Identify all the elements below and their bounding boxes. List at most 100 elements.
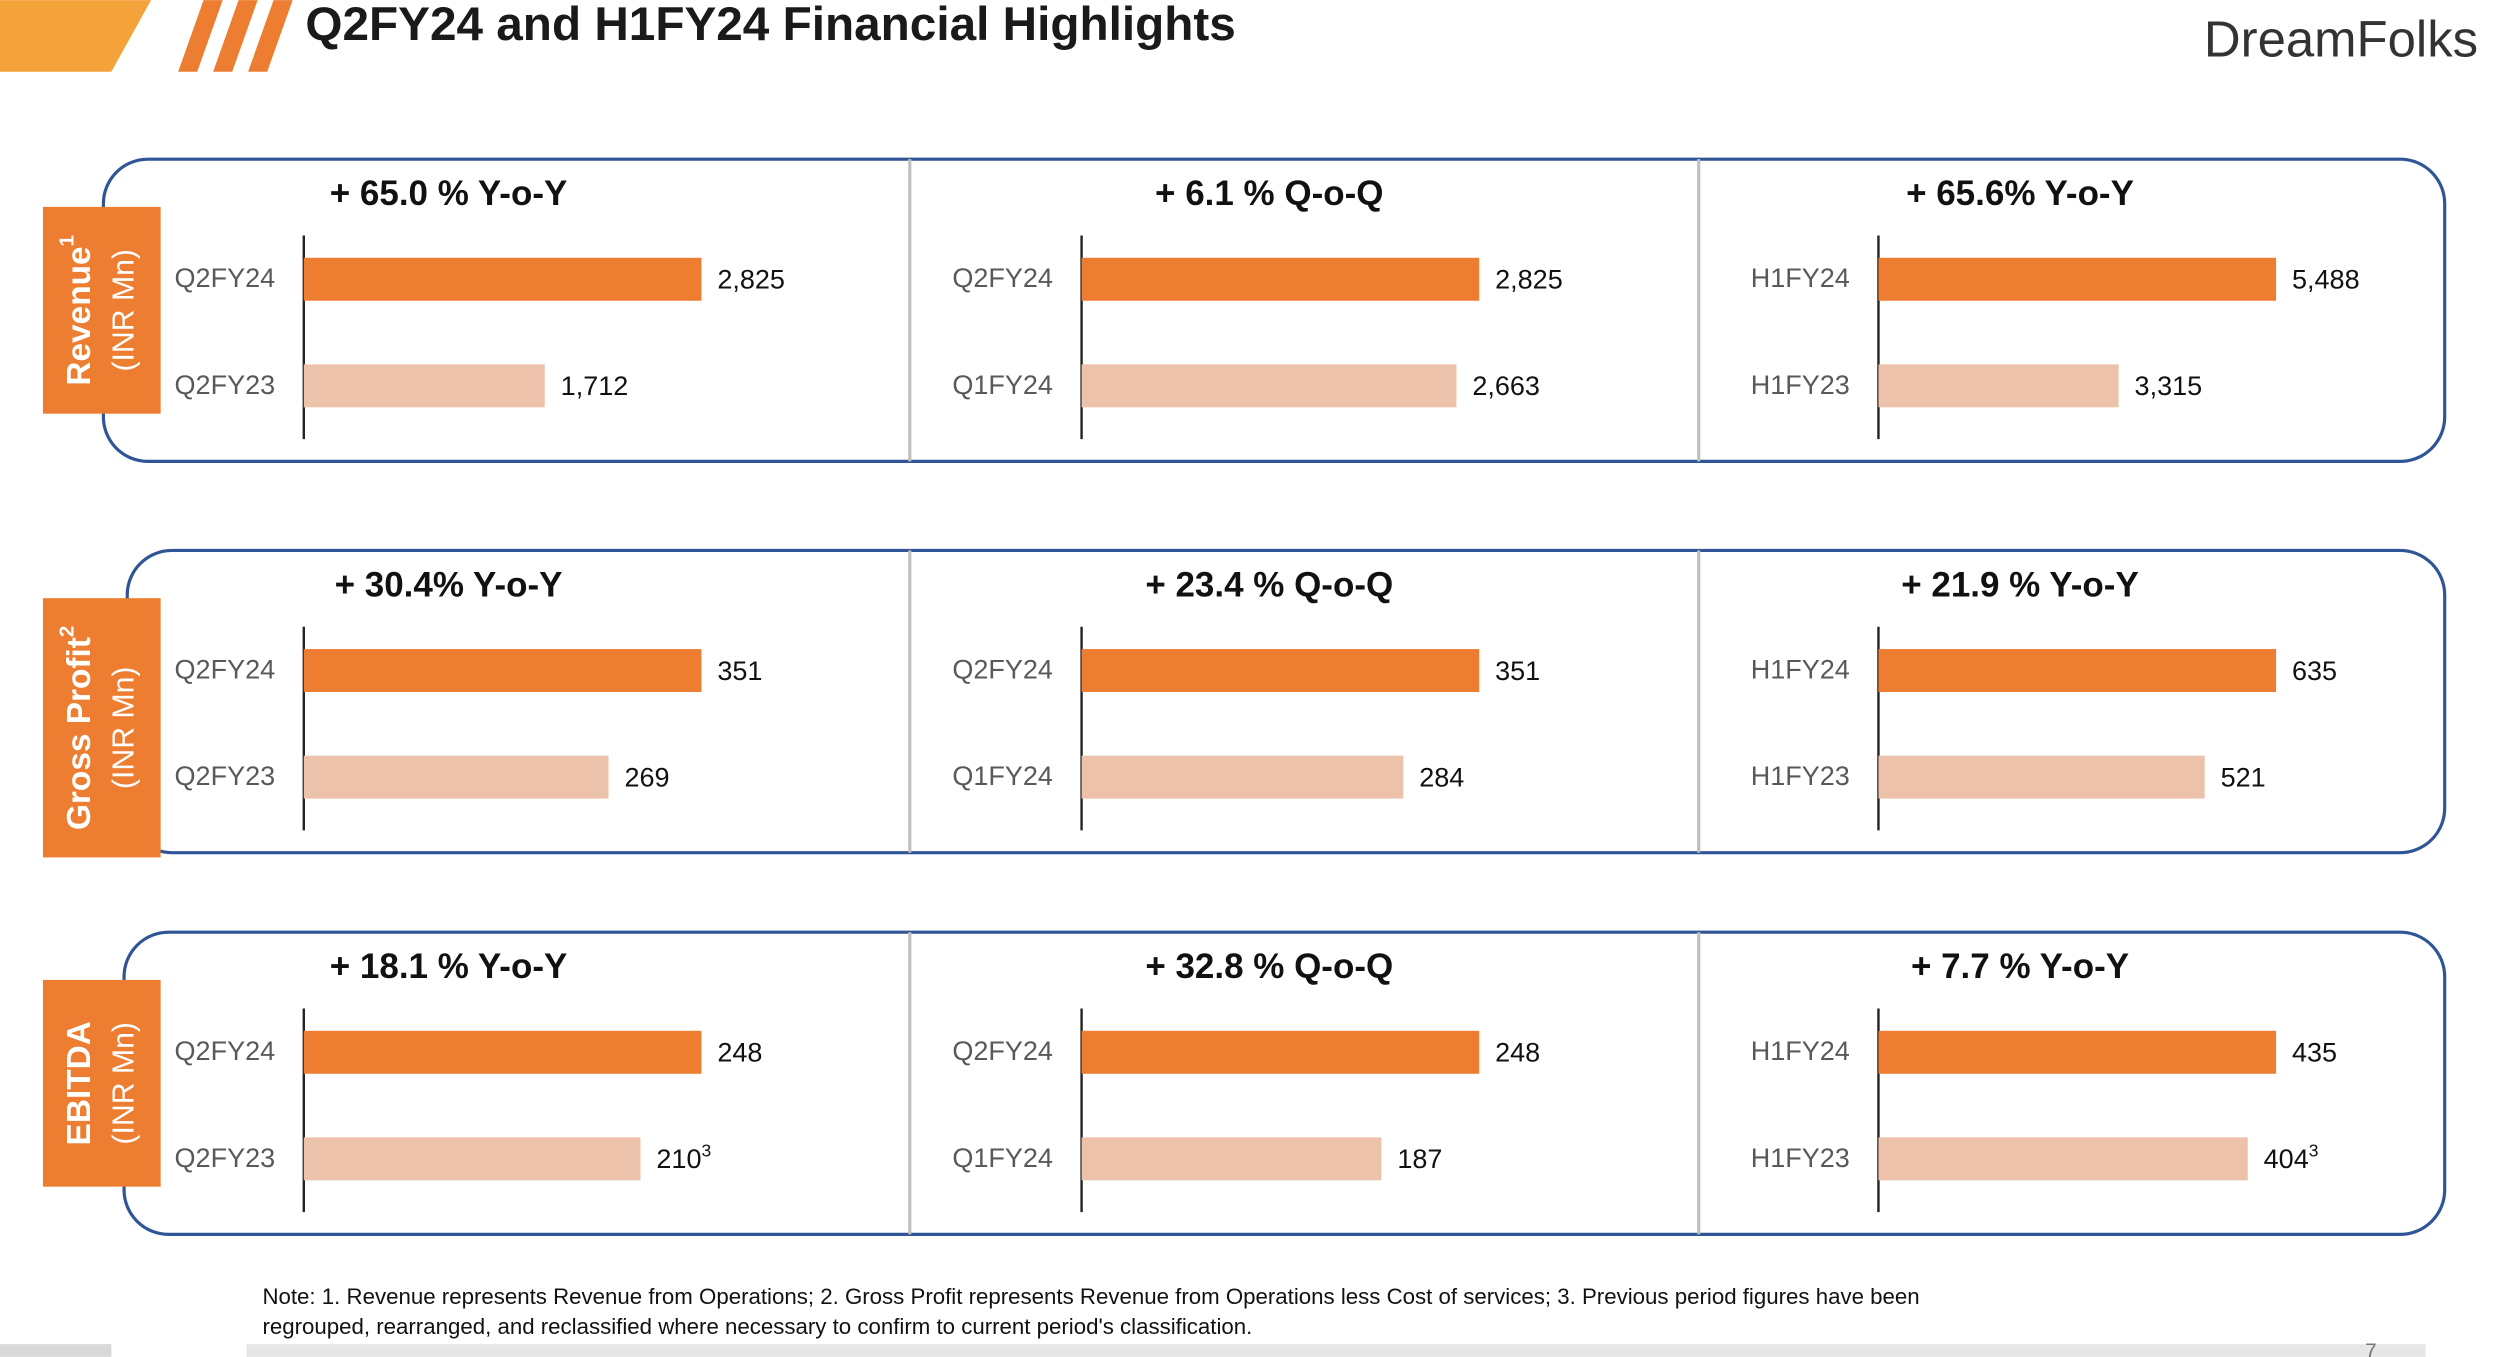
value-text: 2,825 xyxy=(1495,265,1563,295)
category-label: H1FY23 xyxy=(1751,1143,1850,1173)
row-title-text: Revenue xyxy=(61,246,98,385)
bar xyxy=(1081,1030,1480,1074)
bar xyxy=(1878,1137,2248,1181)
value-text: 248 xyxy=(717,1038,762,1068)
category-label: Q2FY23 xyxy=(175,1143,276,1173)
page-number: 7 xyxy=(2365,1340,2377,1357)
value-footnote: 3 xyxy=(2309,1140,2319,1160)
value-text: 351 xyxy=(717,656,762,686)
bar xyxy=(1081,364,1457,408)
value-text: 284 xyxy=(1419,763,1464,793)
value-label: 269 xyxy=(624,763,669,793)
header-decoration xyxy=(0,0,152,72)
row-tab xyxy=(42,206,161,414)
value-label: 351 xyxy=(717,656,762,686)
value-text: 1,712 xyxy=(561,371,629,401)
category-label: H1FY23 xyxy=(1751,370,1850,400)
row-label: Gross Profit2 (INR Mn) xyxy=(56,626,141,830)
row-label: EBITDA (INR Mn) xyxy=(61,1021,141,1145)
value-text: 351 xyxy=(1495,656,1540,686)
value-label: 521 xyxy=(2221,763,2266,793)
value-label: 248 xyxy=(1495,1038,1540,1068)
value-text: 269 xyxy=(624,763,669,793)
value-label: 435 xyxy=(2292,1038,2337,1068)
value-label: 2,825 xyxy=(717,265,785,295)
value-label: 187 xyxy=(1397,1144,1442,1174)
chart-title: + 7.7 % Y-o-Y xyxy=(1911,947,2129,986)
bar xyxy=(303,1030,702,1074)
value-text: 404 xyxy=(2264,1144,2309,1174)
value-text: 3,315 xyxy=(2135,371,2203,401)
category-label: Q1FY24 xyxy=(952,1143,1053,1173)
category-label: Q1FY24 xyxy=(952,761,1053,791)
value-text: 187 xyxy=(1397,1144,1442,1174)
value-label: 4043 xyxy=(2264,1140,2319,1174)
value-label: 2,825 xyxy=(1495,265,1563,295)
chart-title: + 21.9 % Y-o-Y xyxy=(1901,565,2139,604)
bar xyxy=(1878,257,2277,301)
value-text: 248 xyxy=(1495,1038,1540,1068)
category-label: Q2FY23 xyxy=(175,761,276,791)
value-label: 3,315 xyxy=(2135,371,2203,401)
row-label: Revenue1 (INR Mn) xyxy=(56,235,141,386)
category-label: Q2FY24 xyxy=(175,654,276,684)
value-text: 521 xyxy=(2221,763,2266,793)
bar xyxy=(1878,364,2119,408)
footnote: Note: 1. Revenue represents Revenue from… xyxy=(262,1284,1919,1309)
row-unit: (INR Mn) xyxy=(108,1022,141,1145)
bar xyxy=(1878,649,2277,693)
category-label: Q2FY24 xyxy=(175,263,276,293)
category-label: Q1FY24 xyxy=(952,370,1053,400)
row-title-text: Gross Profit xyxy=(61,637,98,830)
row-title: Gross Profit2 xyxy=(56,626,98,830)
category-label: Q2FY24 xyxy=(952,263,1053,293)
value-label: 2103 xyxy=(656,1140,711,1174)
category-label: Q2FY24 xyxy=(952,654,1053,684)
chart-title: + 18.1 % Y-o-Y xyxy=(330,947,568,986)
bar xyxy=(1081,755,1404,799)
category-label: H1FY24 xyxy=(1751,654,1850,684)
bar xyxy=(303,257,702,301)
category-label: Q2FY24 xyxy=(175,1036,276,1066)
category-label: H1FY24 xyxy=(1751,263,1850,293)
row-title: EBITDA xyxy=(61,1021,98,1145)
category-label: H1FY23 xyxy=(1751,761,1850,791)
row-unit: (INR Mn) xyxy=(108,667,141,790)
chart-title: + 30.4% Y-o-Y xyxy=(335,565,563,604)
bar xyxy=(303,649,702,693)
chart-title: + 65.0 % Y-o-Y xyxy=(330,174,568,213)
bar xyxy=(1081,1137,1382,1181)
value-label: 2,663 xyxy=(1472,371,1540,401)
row-title-text: EBITDA xyxy=(61,1021,98,1145)
category-label: Q2FY23 xyxy=(175,370,276,400)
value-footnote: 3 xyxy=(701,1140,711,1160)
row-tab xyxy=(42,979,161,1187)
value-label: 5,488 xyxy=(2292,265,2360,295)
value-text: 2,663 xyxy=(1472,371,1540,401)
value-text: 5,488 xyxy=(2292,265,2360,295)
bar xyxy=(303,1137,641,1181)
bar xyxy=(1081,649,1480,693)
row-title-note: 2 xyxy=(56,626,79,638)
logo: DreamFolks xyxy=(2204,11,2478,68)
bar xyxy=(303,755,609,799)
value-label: 284 xyxy=(1419,763,1464,793)
value-text: 210 xyxy=(656,1144,701,1174)
chart-title: + 6.1 % Q-o-Q xyxy=(1155,174,1383,213)
value-label: 635 xyxy=(2292,656,2337,686)
row-unit: (INR Mn) xyxy=(108,249,141,372)
row-title-note: 1 xyxy=(56,235,79,247)
bar xyxy=(1081,257,1480,301)
bar xyxy=(1878,755,2205,799)
value-label: 351 xyxy=(1495,656,1540,686)
row-title: Revenue1 xyxy=(56,235,98,386)
footnote: regrouped, rearranged, and reclassified … xyxy=(262,1314,1252,1339)
value-text: 2,825 xyxy=(717,265,785,295)
chart-title: + 65.6% Y-o-Y xyxy=(1906,174,2134,213)
chart-title: + 32.8 % Q-o-Q xyxy=(1145,947,1393,986)
value-text: 635 xyxy=(2292,656,2337,686)
bar xyxy=(303,364,545,408)
slide-title: Q2FY24 and H1FY24 Financial Highlights xyxy=(305,0,1235,51)
